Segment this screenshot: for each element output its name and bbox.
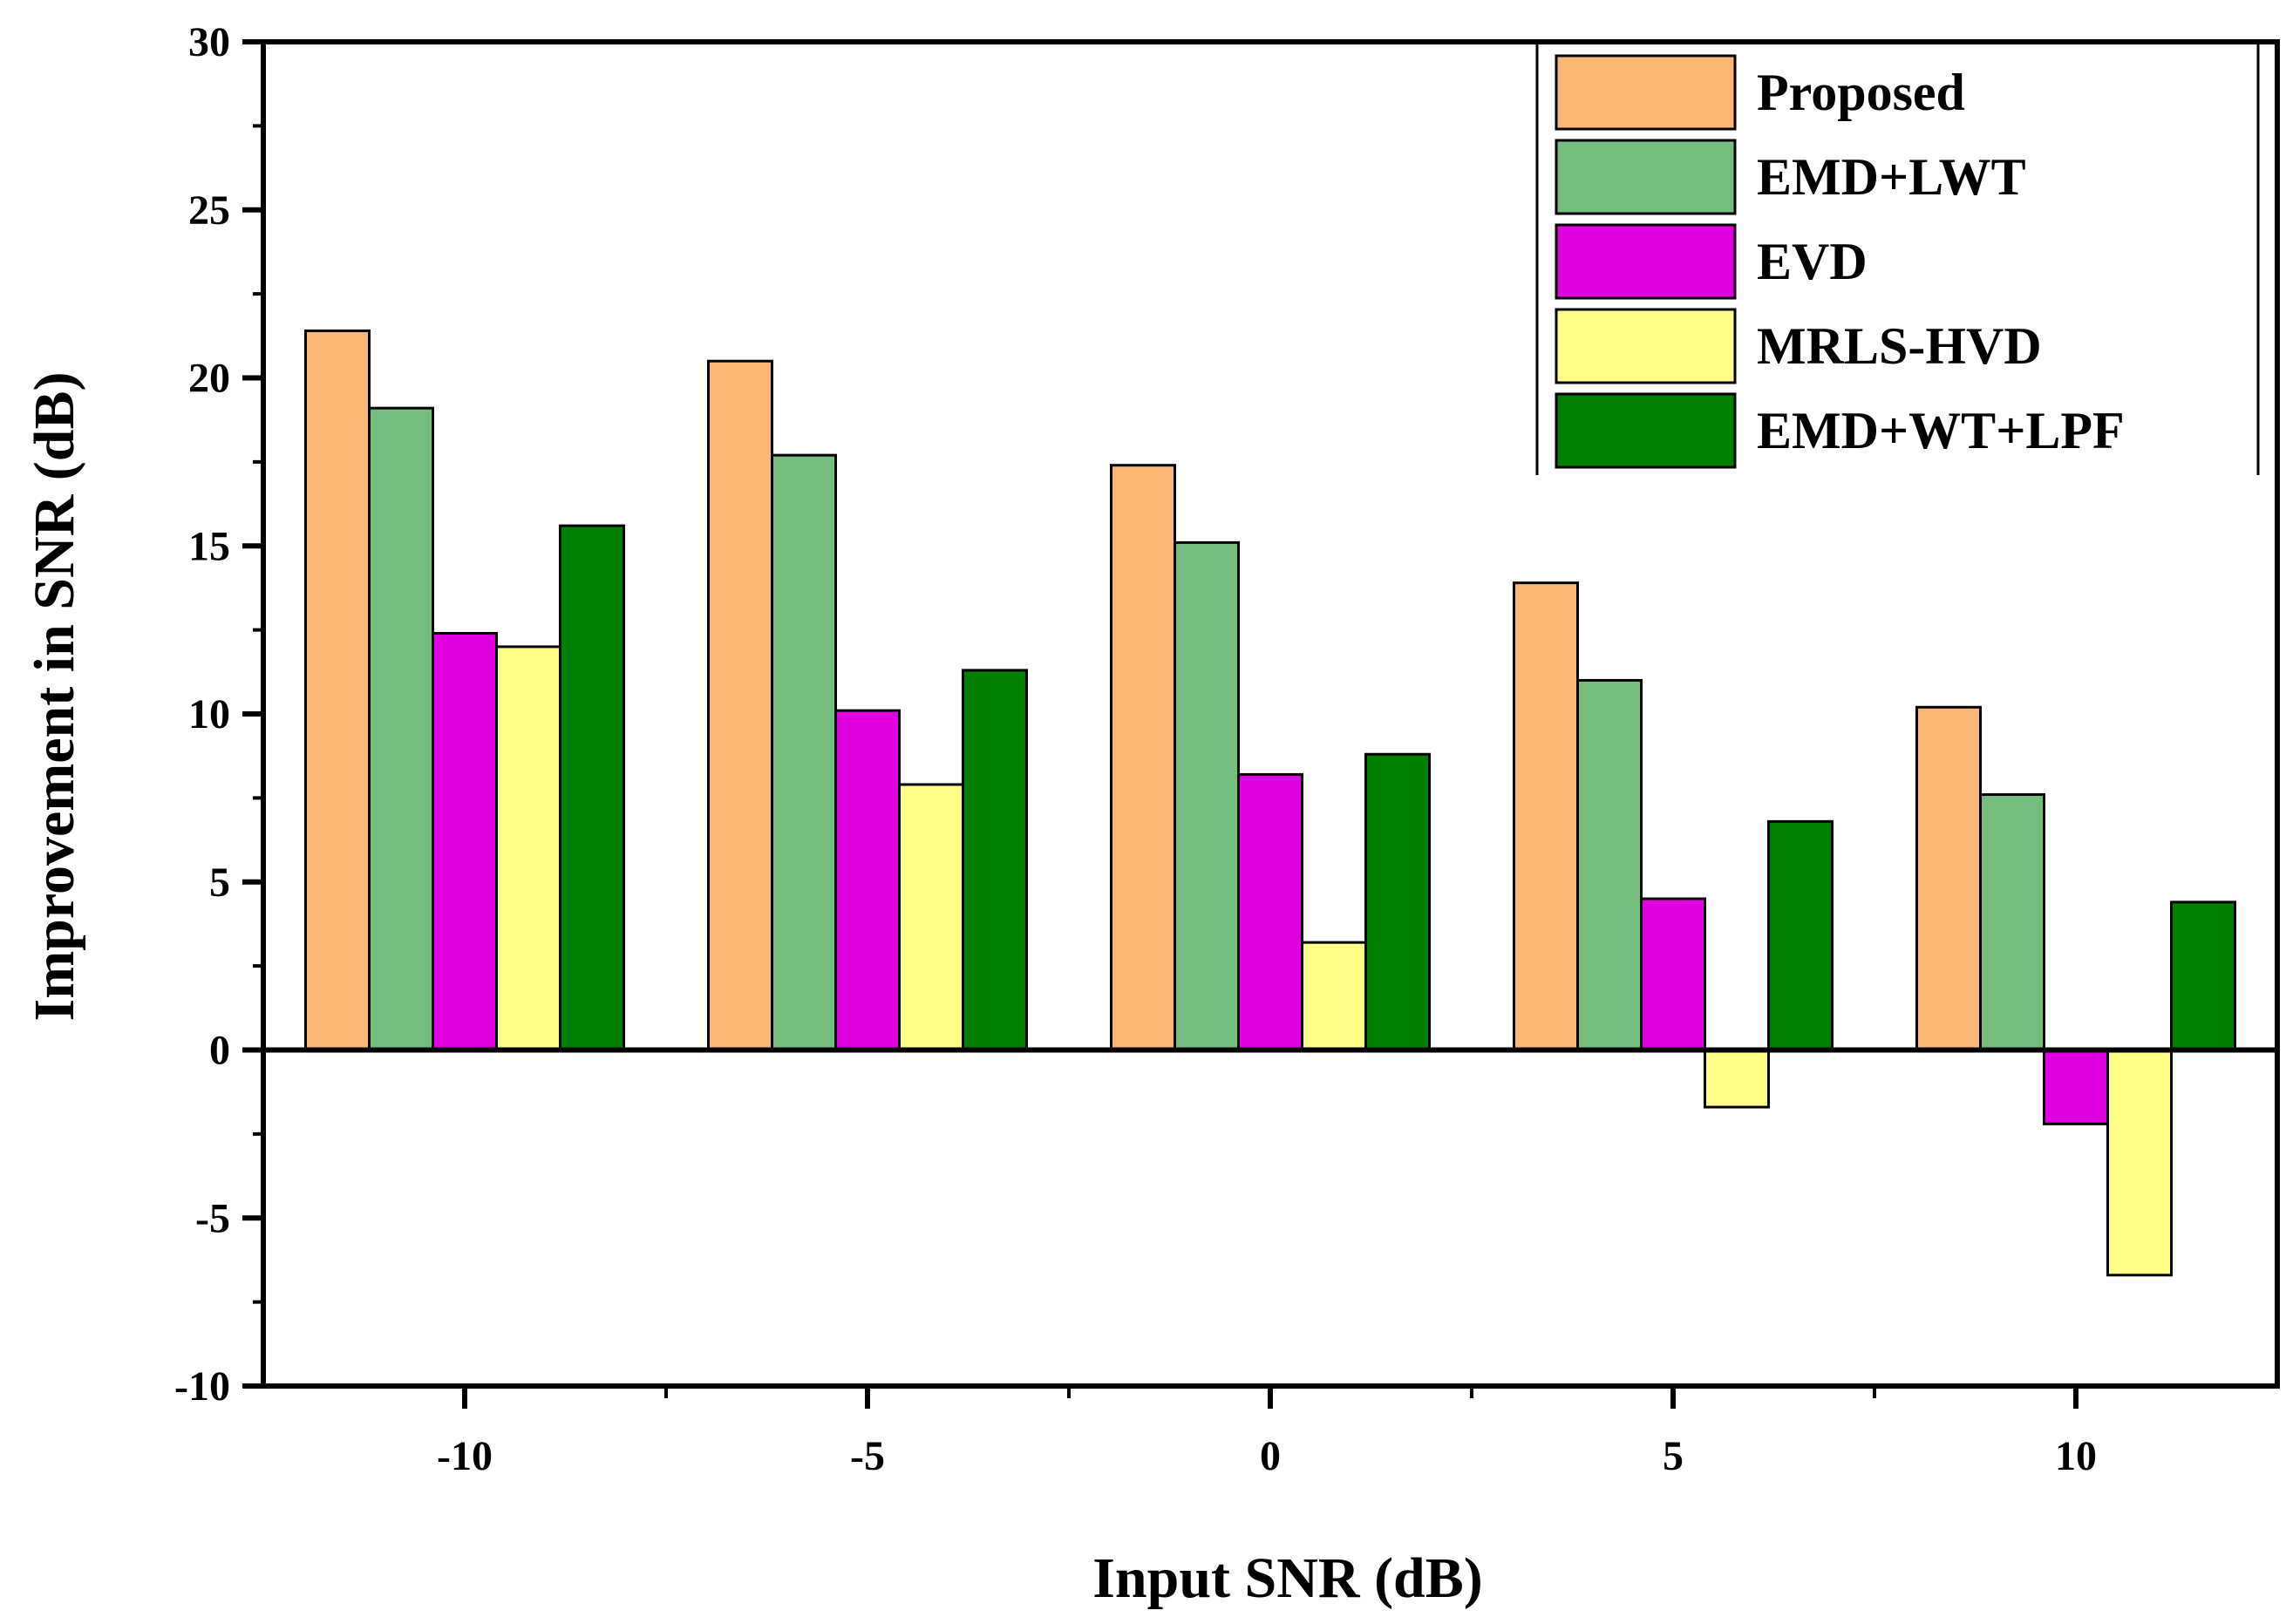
legend-swatch-emd-wt-lpf	[1555, 392, 1737, 469]
bar-emd-lwt-neg5	[771, 453, 837, 1051]
x-axis: -10 -5 0 5 10	[437, 1386, 2097, 1479]
y-tick-label: -5	[195, 1195, 230, 1241]
bar-emd-lwt-neg10	[368, 406, 434, 1051]
bar-proposed-5	[1513, 581, 1579, 1051]
bar-evd-10	[2043, 1049, 2109, 1125]
bar-emd-wt-lpf-10	[2170, 900, 2236, 1051]
y-axis: -10 -5 0 5 10 15 20 25 30	[174, 19, 263, 1410]
bar-emd-lwt-0	[1174, 540, 1240, 1051]
bar-emd-lwt-5	[1576, 678, 1643, 1051]
bar-emd-lwt-10	[1979, 793, 2045, 1052]
x-tick-label: 10	[2055, 1433, 2097, 1479]
bar-proposed-neg5	[707, 359, 773, 1052]
bars-layer	[304, 330, 2236, 1277]
bar-emd-wt-lpf-neg5	[962, 669, 1028, 1051]
bar-emd-wt-lpf-0	[1364, 752, 1431, 1051]
legend-label: EMD+LWT	[1757, 148, 2026, 206]
x-tick-label: -5	[850, 1433, 885, 1479]
x-tick-label: 5	[1663, 1433, 1684, 1479]
legend-swatch-mrls-hvd	[1555, 308, 1737, 384]
y-tick-label: 15	[188, 523, 230, 569]
bar-proposed-10	[1915, 705, 1982, 1051]
bar-mrls-hvd-10	[2106, 1049, 2173, 1277]
x-tick-label: -10	[437, 1433, 493, 1479]
legend-label: EVD	[1757, 233, 1868, 290]
legend-label: EMD+WT+LPF	[1757, 402, 2125, 459]
y-tick-label: 5	[209, 860, 230, 906]
bar-mrls-hvd-0	[1301, 941, 1367, 1052]
legend-swatch-evd	[1555, 223, 1737, 300]
y-tick-label: 25	[188, 187, 230, 234]
y-tick-label: -10	[174, 1363, 230, 1410]
x-axis-title: Input SNR (dB)	[1092, 1546, 1483, 1610]
legend-swatch-proposed	[1555, 54, 1737, 131]
y-tick-label: 10	[188, 691, 230, 737]
y-tick-label: 30	[188, 19, 230, 65]
bar-proposed-neg10	[304, 330, 371, 1051]
legend: Proposed EMD+LWT EVD MRLS-HVD EMD+WT+LPF	[1535, 44, 2260, 475]
bar-emd-wt-lpf-5	[1767, 819, 1834, 1051]
y-tick-label: 0	[209, 1028, 230, 1074]
bar-evd-neg5	[834, 709, 901, 1052]
bar-mrls-hvd-5	[1704, 1049, 1770, 1109]
bar-proposed-0	[1110, 464, 1176, 1051]
legend-label: MRLS-HVD	[1757, 317, 2042, 375]
bar-evd-0	[1237, 772, 1303, 1051]
x-tick-label: 0	[1260, 1433, 1281, 1479]
y-axis-title: Improvement in SNR (dB)	[23, 372, 86, 1022]
bar-evd-5	[1640, 897, 1706, 1052]
bar-evd-neg10	[432, 631, 498, 1051]
bar-emd-wt-lpf-neg10	[559, 524, 625, 1051]
bar-mrls-hvd-neg5	[898, 783, 964, 1052]
bar-mrls-hvd-neg10	[495, 645, 561, 1052]
legend-label: Proposed	[1757, 64, 1965, 121]
y-tick-label: 20	[188, 356, 230, 402]
legend-swatch-emd-lwt	[1555, 139, 1737, 215]
